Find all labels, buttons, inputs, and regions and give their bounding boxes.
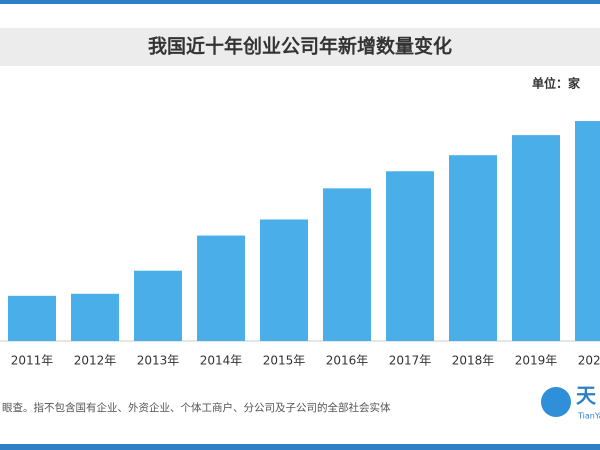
bar: [8, 295, 56, 341]
bar: [260, 219, 308, 341]
x-tick-label: 2012年: [74, 354, 117, 368]
bar: [323, 188, 371, 341]
bar: [512, 135, 560, 341]
bar: [575, 121, 600, 342]
x-tick-label: 2020年: [578, 354, 600, 368]
logo-sub: TianYa: [577, 412, 600, 421]
title-band: [0, 28, 600, 66]
bar: [449, 155, 497, 341]
logo-icon: [541, 387, 571, 417]
chart-title: 我国近十年创业公司年新增数量变化: [148, 35, 452, 58]
x-tick-label: 2015年: [263, 354, 306, 368]
footnote: 眼查。指不包含国有企业、外资企业、个体工商户、分公司及子公司的全部社会实体: [2, 401, 391, 414]
bottom-border: [0, 444, 600, 450]
x-tick-label: 2019年: [515, 354, 558, 368]
x-tick-label: 2018年: [452, 354, 495, 368]
x-tick-label: 2014年: [200, 354, 243, 368]
bar: [197, 235, 245, 341]
bar: [134, 270, 182, 341]
bar: [386, 171, 434, 341]
logo: 天: [576, 384, 597, 408]
x-tick-label: 2016年: [326, 354, 369, 368]
top-border: [0, 0, 600, 4]
x-tick-label: 2011年: [11, 354, 54, 368]
x-tick-label: 2017年: [389, 354, 432, 368]
x-tick-label: 2013年: [137, 354, 180, 368]
bar: [71, 293, 119, 341]
unit-label: 单位：家: [532, 76, 581, 91]
